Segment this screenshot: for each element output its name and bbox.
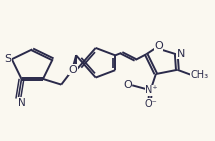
Text: O: O bbox=[69, 65, 77, 75]
Text: N⁺: N⁺ bbox=[145, 85, 158, 95]
Text: CH₃: CH₃ bbox=[191, 70, 209, 80]
Text: N: N bbox=[18, 98, 25, 108]
Text: O: O bbox=[154, 41, 163, 51]
Text: O: O bbox=[123, 80, 132, 90]
Text: N: N bbox=[177, 49, 185, 59]
Text: O⁻: O⁻ bbox=[144, 99, 157, 109]
Text: S: S bbox=[4, 54, 12, 64]
